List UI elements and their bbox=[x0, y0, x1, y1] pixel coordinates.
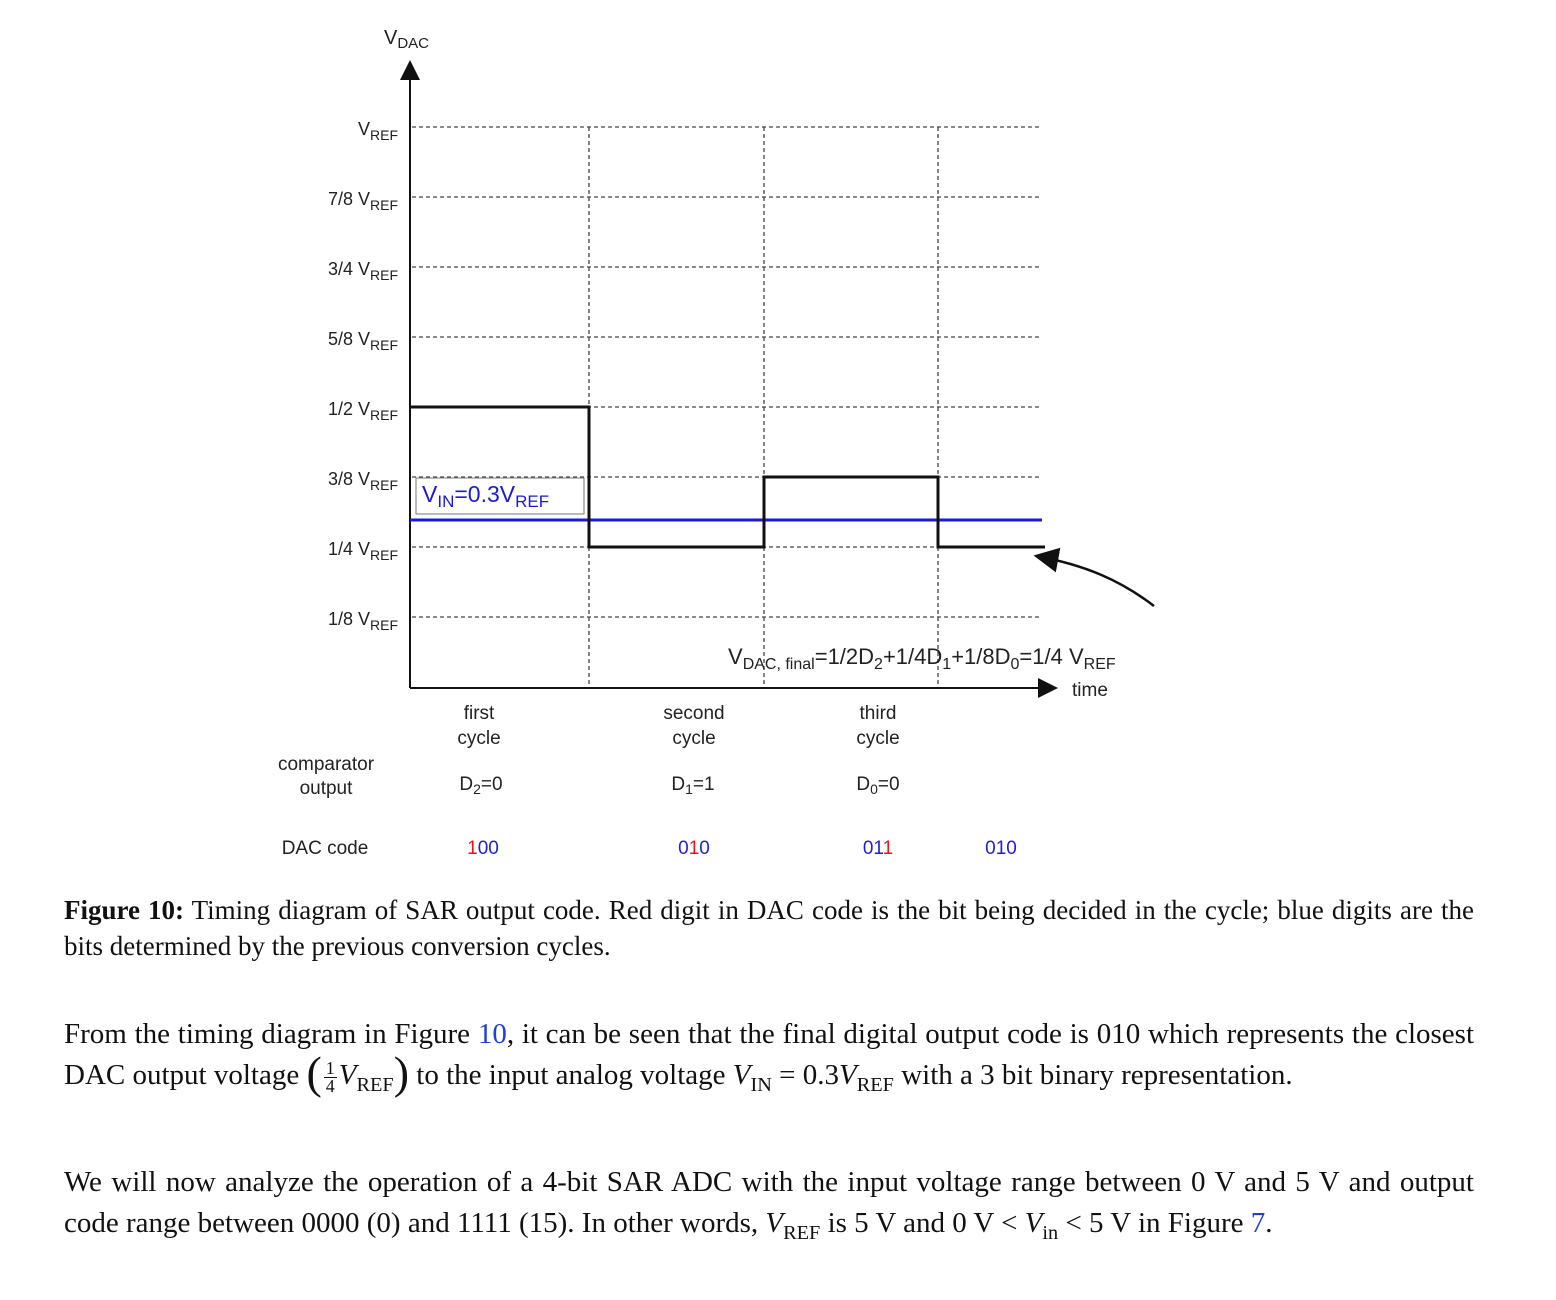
y-tick-label: 1/8 VREF bbox=[328, 609, 398, 633]
cycle-labels: first cycle second cycle third cycle bbox=[457, 703, 899, 749]
paragraph-text: = 0.3 bbox=[771, 1059, 840, 1091]
paragraph-text: From the timing diagram in Figure bbox=[64, 1018, 478, 1050]
math-var: V bbox=[338, 1059, 357, 1091]
comparator-bit: D1=1 bbox=[671, 774, 714, 797]
paragraph-text: with a 3 bit binary representation. bbox=[893, 1059, 1293, 1091]
dac-code-digit: 0 bbox=[1006, 838, 1017, 859]
cycle-label: third bbox=[860, 703, 897, 724]
paragraph-text: is 5 V and 0 V < bbox=[820, 1207, 1025, 1239]
cycle-label: cycle bbox=[672, 728, 715, 749]
fraction-numerator: 1 bbox=[323, 1057, 337, 1078]
fraction-denominator: 4 bbox=[325, 1075, 335, 1096]
dac-code: 011 bbox=[863, 838, 893, 859]
math-var: V bbox=[839, 1059, 857, 1091]
dac-code-digit: 1 bbox=[467, 838, 478, 859]
math-subscript: REF bbox=[356, 1073, 394, 1096]
vdac-final-label: VDAC, final=1/2D2+1/4D1+1/8D0=1/4 VREF bbox=[728, 644, 1116, 673]
comparator-bit: D2=0 bbox=[459, 774, 502, 797]
final-value-pointer-arrow bbox=[1033, 547, 1155, 607]
paragraph-1: From the timing diagram in Figure 10, it… bbox=[64, 1014, 1474, 1106]
y-tick-label: 3/4 VREF bbox=[328, 259, 398, 283]
y-axis-label: VDAC bbox=[384, 27, 429, 52]
vin-label: VIN=0.3VREF bbox=[422, 481, 549, 511]
comparator-output-label: comparator bbox=[278, 754, 375, 775]
vertical-gridlines bbox=[588, 127, 939, 688]
paragraph-text: , it can be seen that the final digital … bbox=[64, 1018, 1474, 1091]
timing-diagram: VDAC VREF 7/8 VREF 3/4 VREF 5/8 VREF 1/2… bbox=[278, 27, 1155, 859]
math-subscript: in bbox=[1042, 1221, 1059, 1244]
dac-code-digit: 1 bbox=[883, 838, 894, 859]
dac-code: 010 bbox=[678, 838, 710, 859]
dac-code-digit: 0 bbox=[488, 838, 499, 859]
dac-code-digit: 0 bbox=[478, 838, 489, 859]
dac-code: 010 bbox=[985, 838, 1017, 859]
y-tick-label: 1/2 VREF bbox=[328, 399, 398, 423]
y-tick-label: VREF bbox=[358, 119, 398, 143]
math-subscript: IN bbox=[750, 1073, 772, 1096]
comparator-bit: D0=0 bbox=[856, 774, 899, 797]
dac-code-digit: 0 bbox=[678, 838, 689, 859]
paragraph-text: to the input analog voltage bbox=[409, 1059, 733, 1091]
y-tick-label: 3/8 VREF bbox=[328, 469, 398, 493]
horizontal-gridlines bbox=[412, 126, 1040, 618]
y-tick-labels: VREF 7/8 VREF 3/4 VREF 5/8 VREF 1/2 VREF… bbox=[328, 119, 398, 633]
dac-code: 100 bbox=[467, 838, 499, 859]
dac-code-digit: 0 bbox=[985, 838, 996, 859]
paragraph-text: We will now analyze the operation of a 4… bbox=[64, 1166, 1474, 1239]
cycle-label: cycle bbox=[457, 728, 500, 749]
dac-codes: 100 010 011 010 bbox=[467, 838, 1017, 859]
y-tick-label: 5/8 VREF bbox=[328, 329, 398, 353]
dac-code-digit: 1 bbox=[689, 838, 700, 859]
dac-code-digit: 0 bbox=[699, 838, 710, 859]
y-tick-label: 7/8 VREF bbox=[328, 189, 398, 213]
cycle-label: second bbox=[663, 703, 724, 724]
figure-caption-text: Timing diagram of SAR output code. Red d… bbox=[64, 895, 1474, 961]
left-paren: ( bbox=[306, 1047, 322, 1099]
paragraph-text: < 5 V in Figure bbox=[1058, 1207, 1251, 1239]
math-var: V bbox=[732, 1059, 751, 1091]
paragraph-text: . bbox=[1265, 1207, 1273, 1239]
vdac-waveform bbox=[410, 405, 1045, 549]
figure-10-link[interactable]: 10 bbox=[477, 1018, 507, 1050]
math-subscript: REF bbox=[856, 1073, 894, 1096]
dac-code-digit: 0 bbox=[863, 838, 874, 859]
dac-code-digit: 1 bbox=[996, 838, 1007, 859]
y-tick-label: 1/4 VREF bbox=[328, 539, 398, 563]
math-subscript: REF bbox=[783, 1221, 821, 1244]
dac-code-digit: 1 bbox=[873, 838, 883, 859]
dac-code-label: DAC code bbox=[282, 838, 369, 859]
paragraph-2: We will now analyze the operation of a 4… bbox=[64, 1162, 1474, 1254]
comparator-output-label: output bbox=[300, 778, 354, 799]
cycle-label: cycle bbox=[856, 728, 899, 749]
x-axis-label: time bbox=[1072, 680, 1108, 701]
vin-label-box bbox=[415, 477, 585, 515]
cycle-label: first bbox=[464, 703, 495, 724]
figure-caption: Figure 10: Timing diagram of SAR output … bbox=[64, 892, 1474, 964]
math-var: V bbox=[1024, 1207, 1043, 1239]
right-paren: ) bbox=[393, 1047, 410, 1099]
figure-caption-label: Figure 10: bbox=[64, 895, 185, 925]
figure-7-link[interactable]: 7 bbox=[1250, 1207, 1266, 1239]
comparator-bits: D2=0 D1=1 D0=0 bbox=[459, 774, 899, 797]
math-var: V bbox=[765, 1207, 784, 1239]
